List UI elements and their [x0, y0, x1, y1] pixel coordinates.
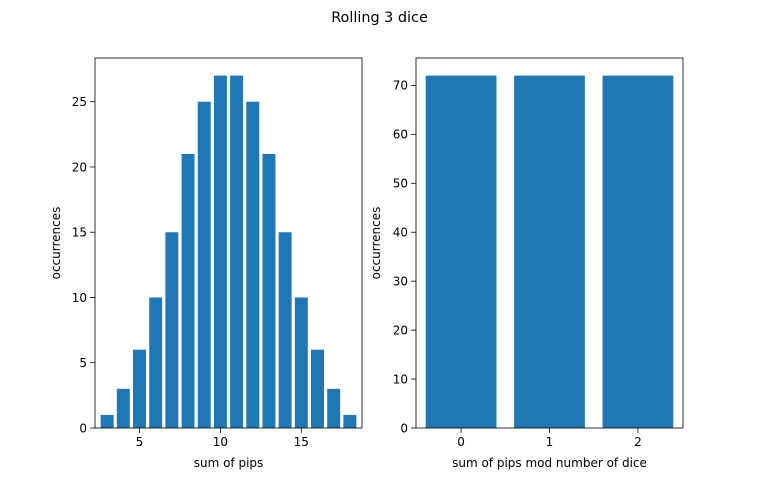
sum-ytick-label-15: 15: [72, 226, 87, 240]
mod-xtick-label-2: 2: [634, 435, 642, 449]
mod-bar-1: [514, 75, 585, 429]
mod-x-axis-label: sum of pips mod number of dice: [452, 456, 647, 470]
mod-ytick-label-50: 50: [393, 177, 408, 191]
sum-ytick-label-10: 10: [72, 291, 87, 305]
sum-xtick-label-5: 5: [136, 435, 144, 449]
sum-bar-16: [311, 349, 324, 428]
mod-ytick-label-40: 40: [393, 226, 408, 240]
sum-bar-18: [343, 414, 357, 428]
sum-ytick-label-0: 0: [79, 421, 87, 435]
sum-bar-15: [294, 297, 308, 428]
mod-xtick-label-0: 0: [457, 435, 465, 449]
sum-bar-5: [133, 349, 146, 428]
sum-bar-9: [197, 101, 211, 428]
mod-ytick-label-0: 0: [400, 421, 408, 435]
mod-ytick-label-70: 70: [393, 79, 408, 93]
mod-ytick-label-60: 60: [393, 128, 408, 142]
mod-xtick-label-1: 1: [546, 435, 554, 449]
sum-bar-6: [149, 297, 163, 428]
sum-bar-14: [278, 232, 292, 428]
subplot-sum-of-pips: 5 10 15 0 5 10 15 20 25 sum of pips occurrences: [49, 57, 363, 470]
mod-bar-0: [425, 75, 497, 429]
sum-bar-13: [262, 153, 276, 428]
sum-bar-17: [327, 388, 341, 428]
sum-bar-10: [213, 75, 227, 429]
sum-xtick-label-10: 10: [213, 435, 228, 449]
sum-bar-7: [165, 232, 179, 428]
sum-x-axis-label: sum of pips: [194, 456, 264, 470]
mod-y-axis-label: occurrences: [369, 207, 383, 280]
sum-ytick-label-25: 25: [72, 95, 87, 109]
sum-bar-11: [230, 75, 244, 429]
mod-bar-2: [602, 75, 674, 429]
sum-axes-frame: [94, 57, 363, 429]
sum-bar-8: [181, 153, 195, 428]
sum-y-axis-label: occurrences: [49, 207, 63, 280]
mod-ytick-label-10: 10: [393, 372, 408, 386]
sum-bar-12: [246, 101, 260, 428]
sum-xtick-label-15: 15: [294, 435, 309, 449]
sum-ytick-label-20: 20: [72, 160, 87, 174]
mod-ytick-label-30: 30: [393, 274, 408, 288]
sum-bar-4: [116, 388, 130, 428]
sum-bar-3: [100, 414, 114, 428]
sum-ytick-label-5: 5: [79, 356, 87, 370]
figure-title: Rolling 3 dice: [331, 10, 428, 26]
mod-ytick-label-20: 20: [393, 323, 408, 337]
